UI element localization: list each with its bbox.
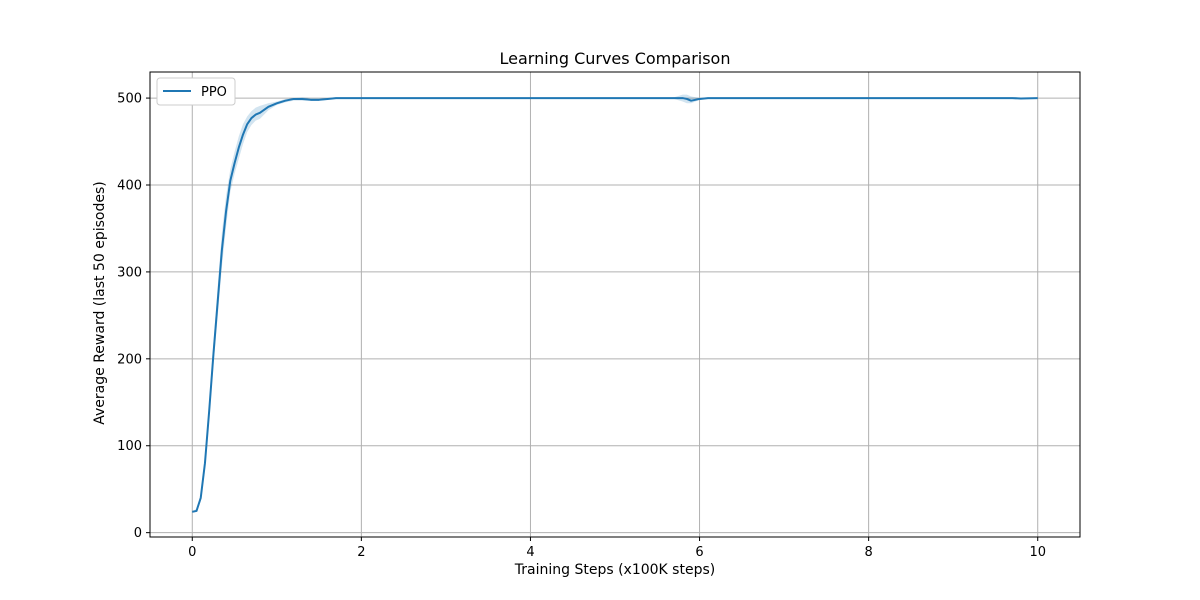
x-tick-label: 6 [695,545,703,560]
y-axis-ticks: 0 100 200 300 400 500 [117,92,150,541]
y-tick-label: 500 [117,92,142,107]
legend: PPO [156,77,236,106]
x-axis-label: Training Steps (x100K steps) [514,562,715,578]
series-line-ppo [192,97,1038,513]
y-tick-label: 400 [117,178,142,193]
plot-area [150,72,1080,537]
grid [150,72,1080,537]
y-tick-label: 300 [117,265,142,280]
y-tick-label: 200 [117,352,142,367]
y-tick-label: 0 [134,526,142,541]
x-tick-label: 10 [1029,545,1046,560]
legend-box [156,77,236,106]
x-tick-label: 8 [864,545,872,560]
x-tick-label: 4 [526,545,534,560]
plot-frame [149,71,1081,538]
legend-label-ppo: PPO [201,85,227,100]
x-tick-label: 0 [188,545,196,560]
y-axis-label: Average Reward (last 50 episodes) [92,181,108,424]
x-axis-ticks: 0 2 4 6 8 10 [188,537,1046,560]
x-tick-label: 2 [357,545,365,560]
chart-title: Learning Curves Comparison [500,49,731,68]
series-lines [192,97,1038,513]
y-tick-label: 100 [117,439,142,454]
